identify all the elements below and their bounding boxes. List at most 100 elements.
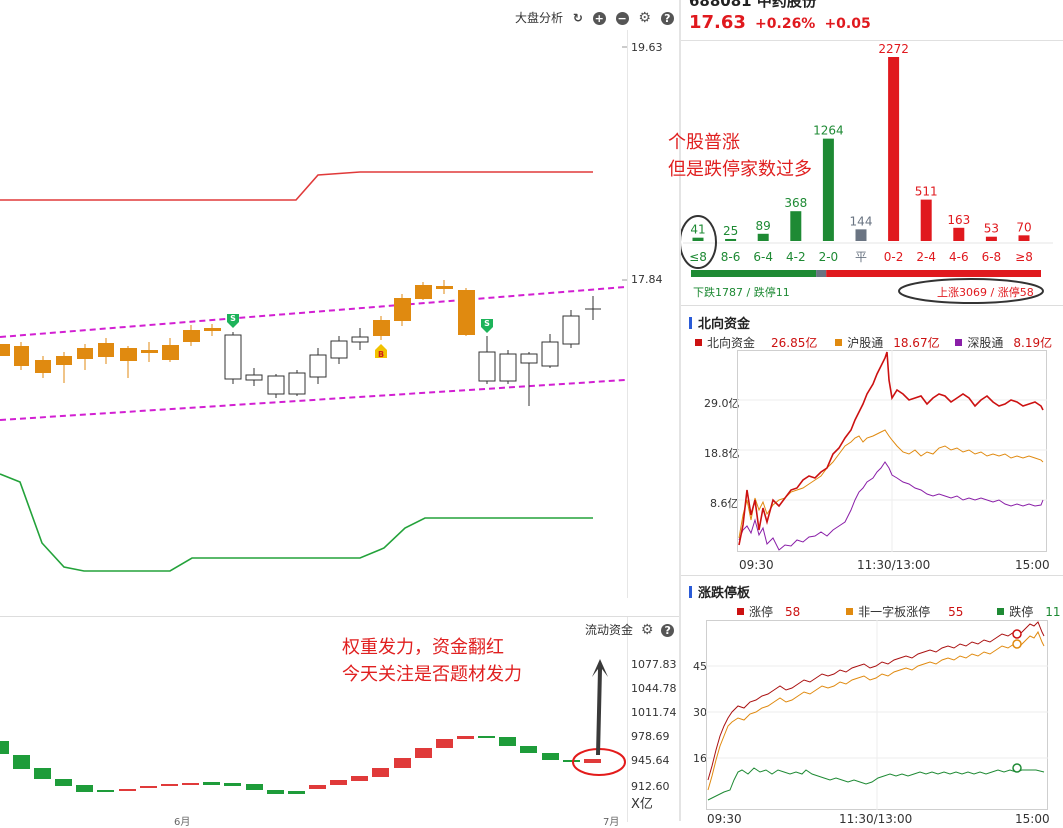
stock-change-abs: +0.05 xyxy=(824,16,871,32)
kline-y-label-mid: 17.84 xyxy=(631,273,663,286)
bar-value-label: 89 xyxy=(756,219,771,233)
flow-bar xyxy=(309,785,326,789)
candle xyxy=(415,285,432,299)
distribution-bar xyxy=(757,233,769,241)
lb-y-label: 30 xyxy=(693,706,707,719)
flow-bar xyxy=(182,783,199,785)
zoom-out-icon[interactable]: − xyxy=(615,12,629,25)
flow-bar xyxy=(478,736,495,738)
candle xyxy=(330,340,348,359)
flow-bar xyxy=(13,755,30,769)
annotation-note-2: 权重发力，资金翻红 今天关注是否题材发力 xyxy=(342,634,522,688)
nb-x-label: 15:00 xyxy=(1015,558,1050,572)
gear-icon[interactable]: ⚙ xyxy=(638,10,651,26)
flow-bar xyxy=(415,748,432,758)
distribution-bar xyxy=(692,237,704,241)
candle xyxy=(162,345,179,360)
category-label: 6-4 xyxy=(753,250,773,264)
candle xyxy=(394,298,411,321)
nb-y-label: 8.6亿 xyxy=(710,497,739,510)
kline-panel[interactable]: 大盘分析 ↻ + − ⚙ ? 19.63 17.84 xyxy=(0,0,679,600)
annotation-note-1: 个股普涨 但是跌停家数过多 xyxy=(668,129,812,183)
gear-icon[interactable]: ⚙ xyxy=(640,622,654,638)
title-accent xyxy=(689,586,692,598)
zoom-in-icon[interactable]: + xyxy=(592,12,606,25)
legend-item: 深股通 8.19亿 xyxy=(955,336,1052,350)
flow-bar xyxy=(97,790,114,792)
candle xyxy=(35,360,51,373)
category-label: 平 xyxy=(855,250,867,264)
signal-marker-yellow: B xyxy=(375,344,387,359)
svg-text:S: S xyxy=(230,314,236,323)
flow-bar xyxy=(563,760,580,762)
flow-bar xyxy=(55,779,72,786)
northbound-title: 北向资金 xyxy=(689,313,750,332)
kline-chart[interactable]: S S B xyxy=(0,0,627,600)
flow-bar xyxy=(161,784,178,786)
flow-y-label: 1077.83 xyxy=(631,658,677,671)
lb-y-label: 45 xyxy=(693,660,707,673)
kline-y-label-top: 19.63 xyxy=(631,41,663,54)
svg-text:B: B xyxy=(378,350,384,359)
upper-red-line xyxy=(0,171,593,201)
legend-item: 北向资金 26.85亿 xyxy=(695,336,817,350)
market-analysis-link[interactable]: 大盘分析 xyxy=(515,11,564,25)
category-label: ≥8 xyxy=(1015,250,1033,264)
flow-bar xyxy=(584,759,601,763)
candle xyxy=(520,353,538,364)
flow-bar xyxy=(267,790,284,794)
help-icon[interactable]: ? xyxy=(661,624,675,637)
category-label: 8-6 xyxy=(721,250,741,264)
bar-value-label: 53 xyxy=(984,222,999,236)
candle xyxy=(56,356,72,365)
flow-bar xyxy=(520,746,537,753)
candle xyxy=(373,320,390,336)
flow-chart[interactable] xyxy=(0,617,627,822)
category-label: 2-0 xyxy=(819,250,839,264)
distribution-bar xyxy=(985,236,997,241)
flow-bar xyxy=(140,786,157,788)
northbound-legend: 北向资金 26.85亿 沪股通 18.67亿 深股通 8.19亿 xyxy=(695,334,1052,351)
annotation-line: 权重发力，资金翻红 xyxy=(342,637,504,658)
highlight-ellipse xyxy=(681,215,717,269)
flow-bar xyxy=(246,784,263,790)
flow-bar xyxy=(0,741,9,754)
limit-board-panel[interactable]: 涨跌停板 涨停 58 非一字板涨停 55 跌停 11 45 30 16 09:30 1… xyxy=(681,575,1063,826)
flow-bar xyxy=(34,768,51,779)
bar-value-label: 1264 xyxy=(813,124,844,138)
distribution-bar xyxy=(790,211,802,241)
bar-value-label: 2272 xyxy=(878,42,909,56)
candle xyxy=(183,330,200,342)
flow-bar xyxy=(372,768,389,777)
split-bar-flat xyxy=(816,270,827,277)
limit-board-legend: 涨停 58 非一字板涨停 55 跌停 11 xyxy=(737,603,1061,620)
legend-item: 非一字板涨停 55 xyxy=(846,605,963,619)
refresh-icon[interactable]: ↻ xyxy=(572,11,583,25)
candle xyxy=(288,372,306,395)
end-marker-red xyxy=(1012,629,1022,639)
stock-change-pct: +0.26% xyxy=(755,16,816,32)
candle xyxy=(267,375,285,395)
line-limit-up-red xyxy=(707,621,1045,781)
flow-bar xyxy=(76,785,93,792)
northbound-panel[interactable]: 北向资金 北向资金 26.85亿 沪股通 18.67亿 深股通 8.19亿 29.0亿… xyxy=(681,305,1063,576)
northbound-chart[interactable] xyxy=(737,350,1047,552)
candle xyxy=(541,341,559,367)
flow-label[interactable]: 流动资金 xyxy=(585,623,634,637)
candle xyxy=(204,328,221,331)
kline-right-divider xyxy=(627,30,628,598)
category-label: 2-4 xyxy=(916,250,936,264)
top-toolbar: 大盘分析 ↻ + − ⚙ ? xyxy=(515,9,674,26)
bar-value-label: 41 xyxy=(690,223,705,237)
candle xyxy=(77,348,93,359)
distribution-panel[interactable]: 41 ≤8 25 8-6 89 6-4 368 4-2 1264 2-0 144 平 2272 0-2 51… xyxy=(681,41,1063,305)
flow-bar xyxy=(542,753,559,760)
candle xyxy=(458,290,475,335)
help-icon[interactable]: ? xyxy=(660,12,674,25)
distribution-chart[interactable]: 41 ≤8 25 8-6 89 6-4 368 4-2 1264 2-0 144 平 2272 0-2 51… xyxy=(681,41,1063,305)
limit-board-chart[interactable] xyxy=(706,620,1048,810)
category-label: 4-6 xyxy=(949,250,969,264)
annotation-line: 但是跌停家数过多 xyxy=(668,159,812,180)
flow-panel[interactable]: 流动资金 ⚙ ? 1077.83 1044.78 1011.74 978.69 … xyxy=(0,616,679,828)
channel-upper-dashed xyxy=(0,286,626,338)
